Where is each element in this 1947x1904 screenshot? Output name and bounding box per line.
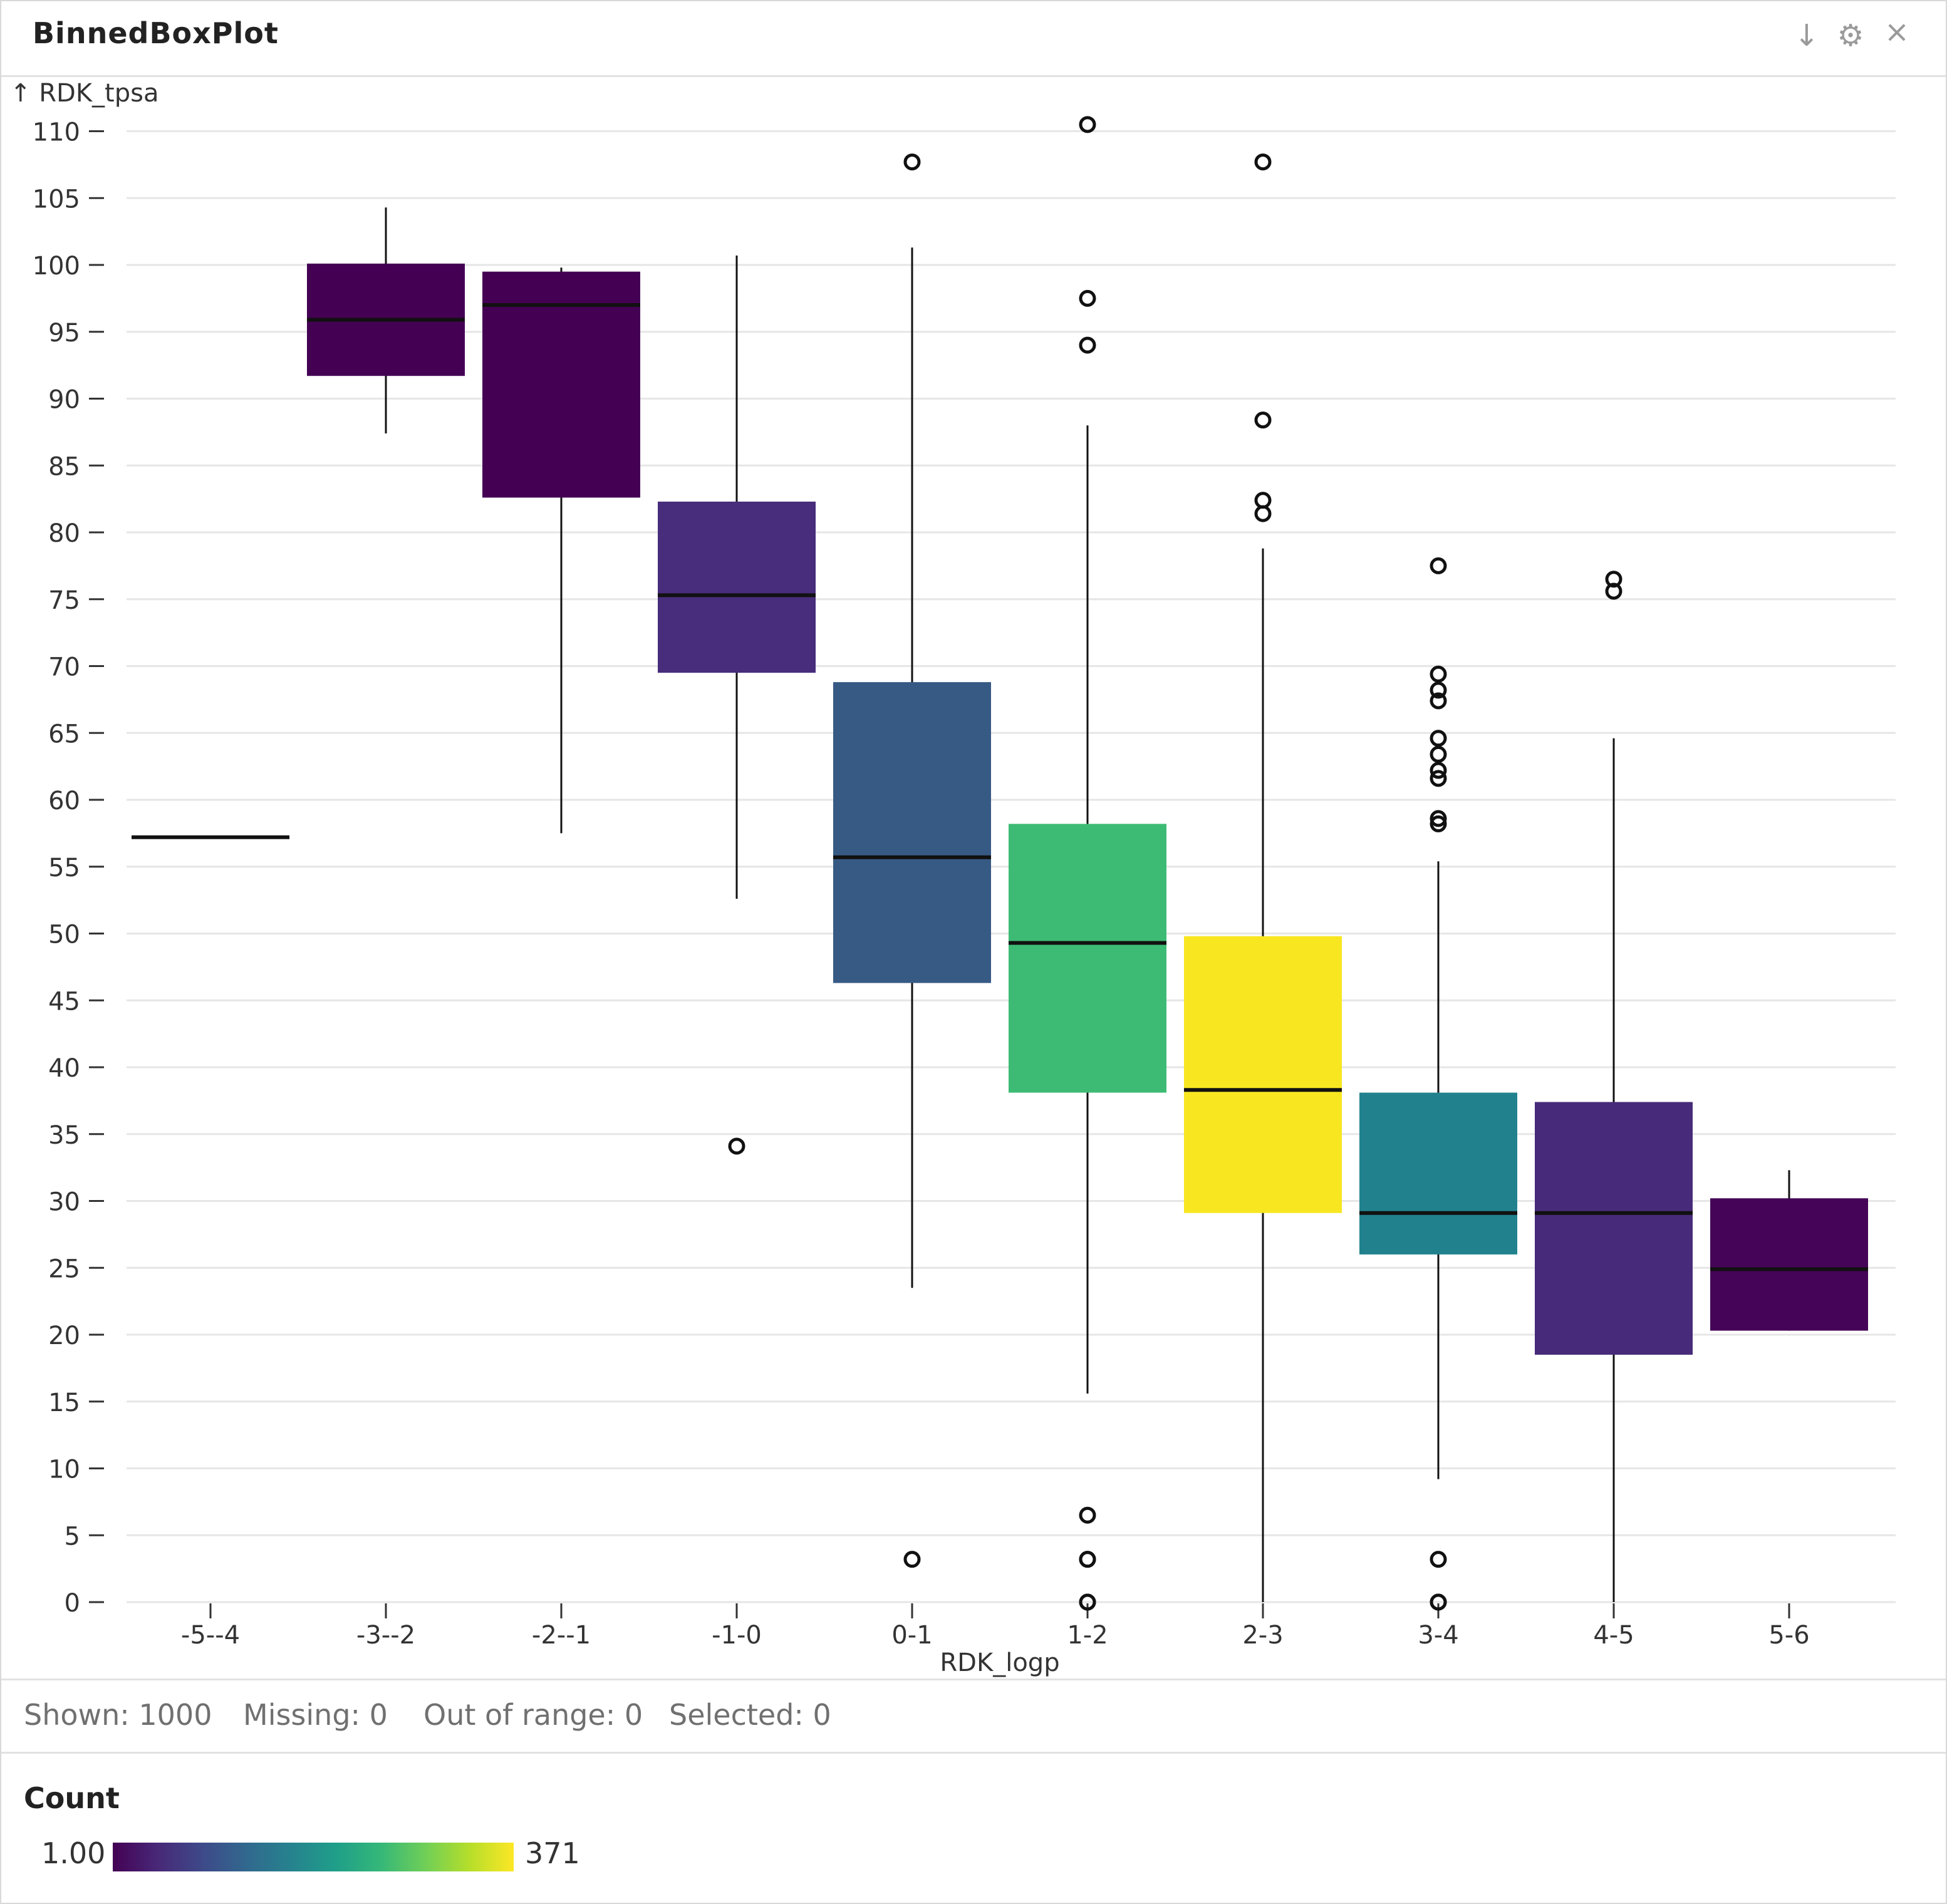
status-bar: Shown: 1000 Missing: 0 Out of range: 0 S… xyxy=(1,1679,1946,1754)
outlier-point xyxy=(1605,571,1622,588)
x-tick-label: 3-4 xyxy=(1418,1621,1458,1650)
box-plot-chart[interactable]: 0 5 10 15 20 25 30 35 40 45 50 55 60 65 70 75 80 85 90 95 10… xyxy=(1,1,1946,1680)
y-tick-label: 0 xyxy=(65,1589,80,1618)
x-tick-label: 5-6 xyxy=(1768,1621,1809,1650)
title-bar: BinnedBoxPlot ↓ ⚙ × xyxy=(1,1,1946,77)
gear-icon[interactable]: ⚙ xyxy=(1837,18,1864,53)
legend-color-bar xyxy=(113,1843,514,1871)
outlier-point xyxy=(1079,116,1096,133)
outlier-point xyxy=(1254,492,1272,509)
outlier-point xyxy=(903,1551,921,1568)
box--1-0 xyxy=(658,501,816,673)
y-tick-label: 90 xyxy=(48,386,80,415)
outlier-point xyxy=(1254,153,1272,171)
close-icon[interactable]: × xyxy=(1884,14,1910,49)
y-tick-label: 80 xyxy=(48,519,80,548)
missing-count: Missing: 0 xyxy=(243,1698,388,1732)
outlier-point xyxy=(903,153,921,171)
y-tick-label: 105 xyxy=(33,185,80,214)
box-4-5 xyxy=(1535,1102,1693,1355)
x-tick-label: 2-3 xyxy=(1242,1621,1283,1650)
y-tick-label: 55 xyxy=(48,854,80,882)
selected-count: Selected: 0 xyxy=(669,1698,831,1732)
y-tick-label: 5 xyxy=(65,1522,80,1551)
box--2--1 xyxy=(482,271,640,498)
y-tick-label: 30 xyxy=(48,1188,80,1217)
outlier-point xyxy=(1430,681,1447,699)
y-tick-label: 15 xyxy=(48,1389,80,1417)
box-1-2 xyxy=(1009,824,1166,1093)
x-tick-label: -3--2 xyxy=(356,1621,415,1650)
panel-title: BinnedBoxPlot xyxy=(33,16,279,50)
shown-count: Shown: 1000 xyxy=(24,1698,212,1732)
y-tick-label: 10 xyxy=(48,1456,80,1484)
y-tick-label: 100 xyxy=(33,252,80,281)
x-tick-label: 4-5 xyxy=(1593,1621,1634,1650)
out-of-range-count: Out of range: 0 xyxy=(423,1698,643,1732)
legend-title: Count xyxy=(24,1781,120,1815)
y-tick-label: 65 xyxy=(48,720,80,748)
y-tick-label: 40 xyxy=(48,1054,80,1083)
outlier-point xyxy=(1079,1593,1096,1611)
y-tick-label: 20 xyxy=(48,1322,80,1350)
outlier-point xyxy=(1430,730,1447,747)
y-tick-label: 50 xyxy=(48,921,80,949)
box-5-6 xyxy=(1710,1198,1868,1331)
outlier-point xyxy=(1430,692,1447,710)
legend-max-label: 371 xyxy=(525,1836,580,1870)
outlier-point xyxy=(1079,289,1096,307)
outlier-point xyxy=(1430,557,1447,574)
x-tick-label: 0-1 xyxy=(891,1621,932,1650)
outlier-point xyxy=(1079,336,1096,354)
y-tick-label: 85 xyxy=(48,452,80,481)
outlier-point xyxy=(728,1137,745,1155)
y-tick-label: 70 xyxy=(48,653,80,682)
y-axis-label: ↑ RDK_tpsa xyxy=(10,79,158,108)
legend-min-label: 1.00 xyxy=(41,1836,106,1870)
x-tick-label: -5--4 xyxy=(181,1621,240,1650)
outlier-point xyxy=(1079,1506,1096,1524)
outlier-point xyxy=(1430,745,1447,763)
x-axis-label: RDK_logp xyxy=(940,1648,1059,1677)
y-tick-label: 25 xyxy=(48,1255,80,1283)
x-tick-label: -1-0 xyxy=(712,1621,762,1650)
box-3-4 xyxy=(1359,1092,1517,1255)
y-tick-label: 75 xyxy=(48,586,80,615)
outlier-point xyxy=(1254,505,1272,522)
outlier-point xyxy=(1430,815,1447,832)
y-tick-label: 95 xyxy=(48,319,80,348)
download-icon[interactable]: ↓ xyxy=(1794,18,1820,53)
y-tick-label: 35 xyxy=(48,1121,80,1150)
y-tick-label: 60 xyxy=(48,787,80,815)
outlier-point xyxy=(1430,1551,1447,1568)
outlier-point xyxy=(1430,770,1447,787)
outlier-point xyxy=(1254,411,1272,429)
x-tick-label: 1-2 xyxy=(1067,1621,1108,1650)
outlier-point xyxy=(1430,1593,1447,1611)
y-tick-label: 110 xyxy=(33,118,80,147)
box-2-3 xyxy=(1184,936,1342,1213)
box-0-1 xyxy=(833,682,991,983)
outlier-point xyxy=(1430,762,1447,779)
x-tick-label: -2--1 xyxy=(532,1621,591,1650)
outlier-point xyxy=(1605,582,1622,600)
outlier-point xyxy=(1430,810,1447,827)
outlier-point xyxy=(1430,665,1447,683)
outlier-point xyxy=(1079,1551,1096,1568)
y-tick-label: 45 xyxy=(48,987,80,1016)
